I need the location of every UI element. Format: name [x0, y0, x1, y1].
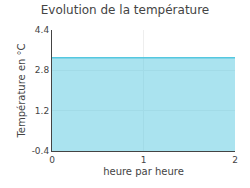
svg-text:1: 1 [141, 155, 147, 165]
svg-text:2: 2 [232, 155, 238, 165]
svg-text:Evolution de la température: Evolution de la température [41, 3, 210, 17]
svg-text:0: 0 [49, 155, 55, 165]
svg-text:2.8: 2.8 [35, 65, 50, 75]
svg-text:-0.4: -0.4 [32, 146, 50, 156]
svg-text:1.2: 1.2 [35, 106, 49, 116]
svg-text:4.4: 4.4 [35, 25, 50, 35]
svg-text:heure par heure: heure par heure [103, 166, 184, 177]
svg-text:Température en °C: Température en °C [16, 43, 27, 138]
